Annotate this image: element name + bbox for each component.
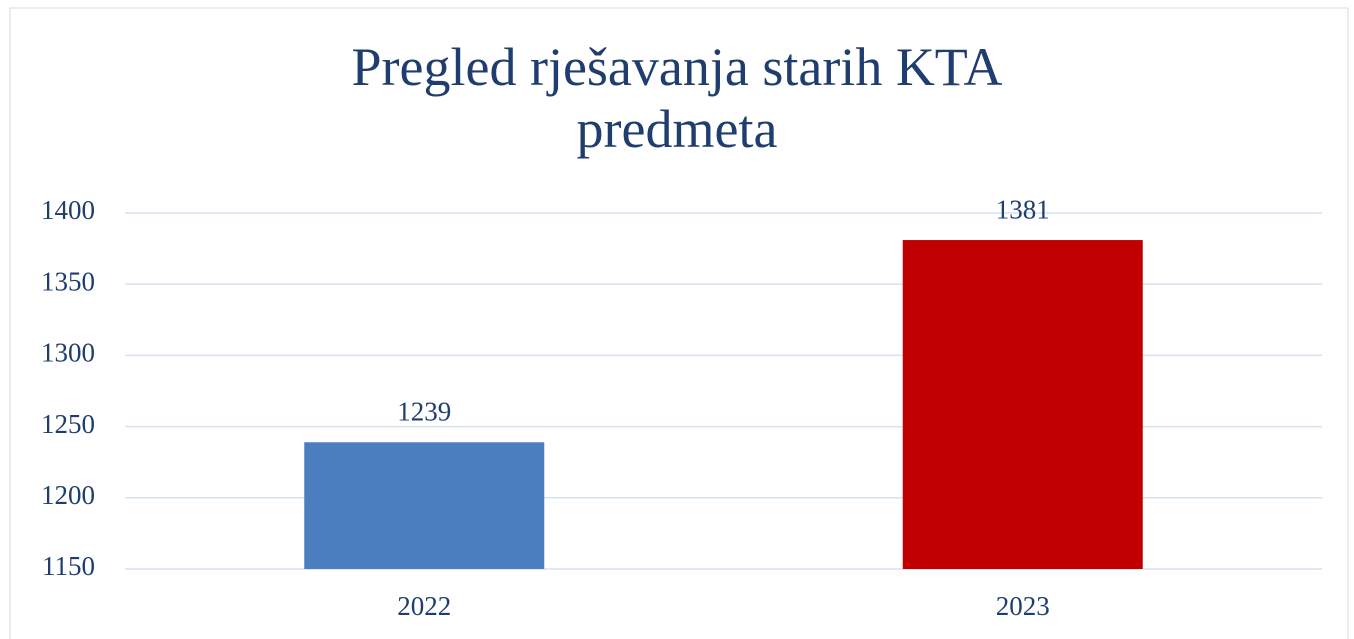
chart-border [9, 7, 1349, 639]
chart-title: Pregled rješavanja starih KTA predmeta [351, 37, 1003, 159]
x-tick-label: 2023 [996, 591, 1050, 621]
data-label: 1239 [397, 396, 451, 426]
y-tick-label: 1300 [41, 338, 95, 368]
y-tick-label: 1200 [41, 480, 95, 510]
y-tick-label: 1400 [41, 195, 95, 225]
y-tick-label: 1250 [41, 409, 95, 439]
y-tick-label: 1150 [42, 551, 95, 581]
bar [902, 240, 1143, 569]
y-tick-label: 1350 [41, 266, 95, 296]
x-tick-label: 2022 [397, 591, 451, 621]
bar [304, 442, 545, 569]
data-label: 1381 [996, 194, 1050, 224]
